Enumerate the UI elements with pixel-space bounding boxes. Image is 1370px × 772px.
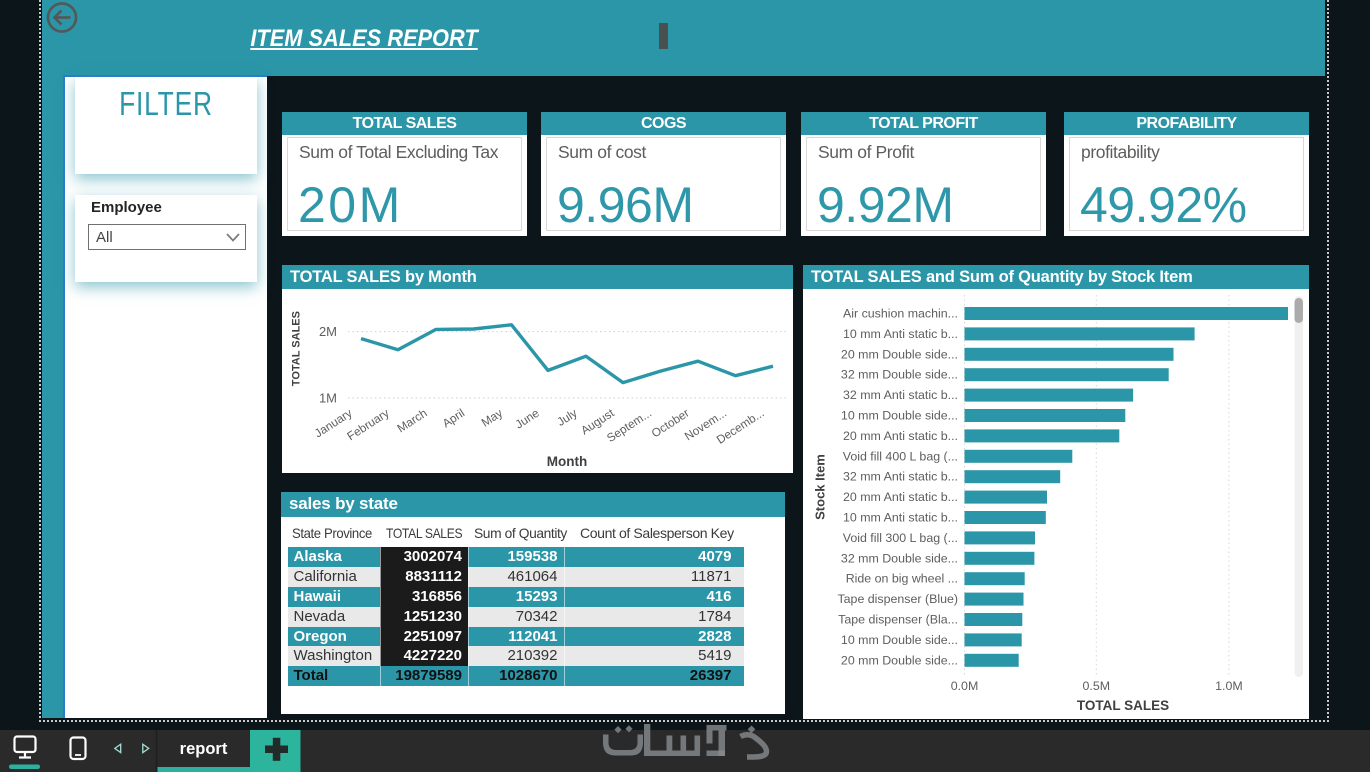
svg-text:June: June (513, 406, 542, 432)
svg-text:Month: Month (547, 454, 587, 469)
svg-text:20 mm Double side...: 20 mm Double side... (841, 347, 958, 361)
svg-text:Tape dispenser (Bla...: Tape dispenser (Bla... (838, 613, 958, 627)
svg-text:10 mm Anti static b...: 10 mm Anti static b... (843, 511, 958, 525)
svg-text:0.5M: 0.5M (1083, 679, 1111, 693)
svg-text:March: March (395, 406, 430, 436)
svg-text:10 mm Anti static b...: 10 mm Anti static b... (843, 327, 958, 341)
svg-text:Void fill 300 L bag (...: Void fill 300 L bag (... (843, 531, 958, 545)
svg-text:32 mm Double side...: 32 mm Double side... (841, 368, 958, 382)
svg-text:32 mm Anti static b...: 32 mm Anti static b... (843, 388, 958, 402)
svg-text:0.0M: 0.0M (951, 679, 979, 693)
svg-text:February: February (344, 406, 391, 444)
svg-text:Tape dispenser (Blue): Tape dispenser (Blue) (837, 592, 958, 606)
svg-text:20 mm Anti static b...: 20 mm Anti static b... (843, 429, 958, 443)
svg-text:TOTAL SALES: TOTAL SALES (1077, 698, 1169, 713)
svg-text:Air cushion machin...: Air cushion machin... (843, 307, 958, 321)
svg-text:Ride on big wheel ...: Ride on big wheel ... (846, 572, 958, 586)
svg-text:10 mm Double side...: 10 mm Double side... (841, 633, 958, 647)
svg-text:1.0M: 1.0M (1215, 679, 1243, 693)
svg-text:20 mm Anti static b...: 20 mm Anti static b... (843, 490, 958, 504)
svg-text:May: May (479, 406, 505, 430)
svg-text:10 mm Double side...: 10 mm Double side... (841, 409, 958, 423)
svg-text:20 mm Double side...: 20 mm Double side... (841, 653, 958, 667)
svg-text:Void fill 400 L bag (...: Void fill 400 L bag (... (843, 449, 958, 463)
svg-text:April: April (440, 406, 467, 431)
svg-text:Stock Item: Stock Item (813, 454, 828, 520)
svg-text:2M: 2M (319, 324, 337, 339)
svg-text:32 mm Anti static b...: 32 mm Anti static b... (843, 470, 958, 484)
svg-text:32 mm Double side...: 32 mm Double side... (841, 551, 958, 565)
svg-text:TOTAL SALES: TOTAL SALES (290, 311, 302, 386)
svg-text:1M: 1M (319, 391, 337, 406)
svg-text:July: July (554, 406, 579, 429)
